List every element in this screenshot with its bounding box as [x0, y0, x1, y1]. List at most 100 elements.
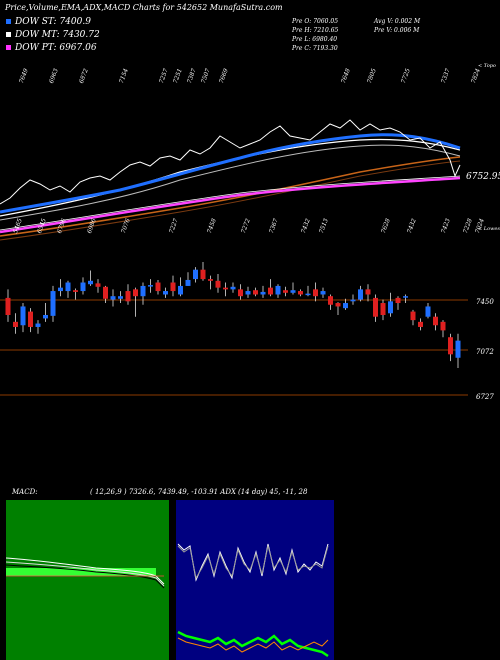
candle-body	[388, 301, 393, 314]
macd-line	[6, 557, 165, 585]
candle-body	[103, 286, 108, 299]
ema-mt-line-2	[0, 138, 461, 217]
legend-label-st: DOW ST: 7400.9	[15, 17, 91, 27]
candle-body	[373, 297, 378, 317]
ema-pt-line-white	[0, 175, 461, 231]
candle-body	[140, 285, 146, 297]
candle-body	[80, 282, 86, 292]
candles-group	[5, 262, 461, 368]
candle-body	[268, 287, 273, 295]
candle-body	[298, 291, 303, 295]
stat-pre-low: Pre L: 6980.40	[292, 36, 338, 43]
candle-body	[403, 296, 408, 298]
candle-body	[88, 280, 93, 285]
candle-body	[110, 296, 116, 300]
legend-swatch-pt	[6, 45, 11, 50]
ema-dark-orange-line	[0, 160, 461, 241]
candle-body	[380, 303, 386, 315]
ema-mt-line-1	[0, 144, 461, 221]
candle-body	[133, 289, 138, 297]
candle-body	[238, 289, 243, 297]
macd-label: MACD:	[12, 488, 38, 496]
candle-body	[335, 303, 341, 307]
price-level-6727: 6727	[476, 393, 494, 401]
candle-body	[410, 311, 416, 321]
lows-right-label: < Lowes	[478, 226, 500, 232]
legend-dow-pt: DOW PT: 6967.06	[6, 43, 97, 53]
legend-label-mt: DOW MT: 7430.72	[15, 30, 100, 40]
adx-svg	[177, 543, 329, 658]
ema-st-line	[0, 133, 461, 214]
candle-body	[455, 340, 461, 358]
candle-body	[245, 291, 251, 295]
price-level-7450: 7450	[476, 298, 494, 306]
candle-body	[350, 299, 356, 302]
adx-line-green	[177, 630, 329, 658]
adx-line-orange	[177, 637, 329, 653]
candle-body	[73, 290, 78, 292]
candle-body	[20, 306, 26, 326]
candle-body	[253, 290, 258, 295]
candle-body	[28, 311, 33, 327]
candle-body	[43, 315, 48, 319]
candle-body	[185, 279, 191, 286]
macd-histogram	[6, 568, 156, 576]
candle-body	[448, 337, 453, 355]
candle-body	[215, 280, 221, 288]
candle-body	[170, 282, 176, 292]
candle-body	[193, 269, 198, 280]
stat-pre-high: Pre H: 7210.65	[292, 27, 339, 34]
candle-body	[50, 291, 56, 316]
candle-body	[440, 321, 446, 331]
candle-body	[418, 321, 423, 327]
legend-swatch-st	[6, 19, 11, 24]
adx-grey-line	[177, 545, 329, 580]
candle-body	[328, 296, 333, 305]
ema-pt-line	[0, 176, 461, 234]
legend-dow-st: DOW ST: 7400.9	[6, 17, 91, 27]
macd-svg	[6, 557, 165, 589]
candle-body	[118, 296, 123, 299]
candle-body	[290, 290, 296, 293]
price-level-7072: 7072	[476, 348, 494, 356]
candle-body	[35, 323, 41, 327]
candle-body	[365, 289, 371, 295]
stat-pre-volume: Pre V: 0.006 M	[374, 27, 420, 34]
adx-panel	[176, 500, 334, 660]
candle-body	[155, 282, 161, 292]
candle-body	[223, 287, 228, 290]
candle-body	[208, 279, 213, 281]
candle-body	[260, 291, 266, 295]
candle-body	[395, 297, 401, 304]
candle-body	[95, 283, 101, 287]
candle-body	[313, 289, 318, 297]
macd-lower-line	[6, 564, 165, 589]
candle-body	[230, 286, 236, 290]
page-title: Price,Volume,EMA,ADX,MACD Charts for 542…	[5, 3, 283, 12]
candle-body	[320, 291, 326, 295]
candle-body	[425, 306, 431, 317]
macd-panel	[6, 500, 169, 660]
candle-body	[358, 289, 363, 300]
candle-body	[58, 287, 63, 292]
legend-dow-mt: DOW MT: 7430.72	[6, 30, 100, 40]
candle-body	[283, 290, 288, 293]
candle-body	[305, 293, 311, 296]
candle-body	[13, 321, 18, 327]
macd-values: ( 12,26,9 ) 7326.6, 7439.49, -103.91 ADX	[90, 488, 236, 496]
candle-body	[275, 285, 281, 295]
candle-body	[200, 269, 206, 280]
candle-body	[5, 297, 11, 315]
adx-values: (14 day) 45, -11, 28	[238, 488, 308, 496]
price-line	[0, 119, 461, 205]
candle-body	[343, 303, 348, 309]
stat-pre-close: Pre C: 7193.30	[292, 45, 338, 52]
candle-body	[178, 285, 183, 295]
candle-body	[148, 285, 153, 287]
top-right-label: < Topo	[478, 63, 496, 69]
candle-body	[65, 282, 71, 292]
candle-body	[433, 316, 438, 326]
legend-swatch-mt	[6, 32, 11, 37]
